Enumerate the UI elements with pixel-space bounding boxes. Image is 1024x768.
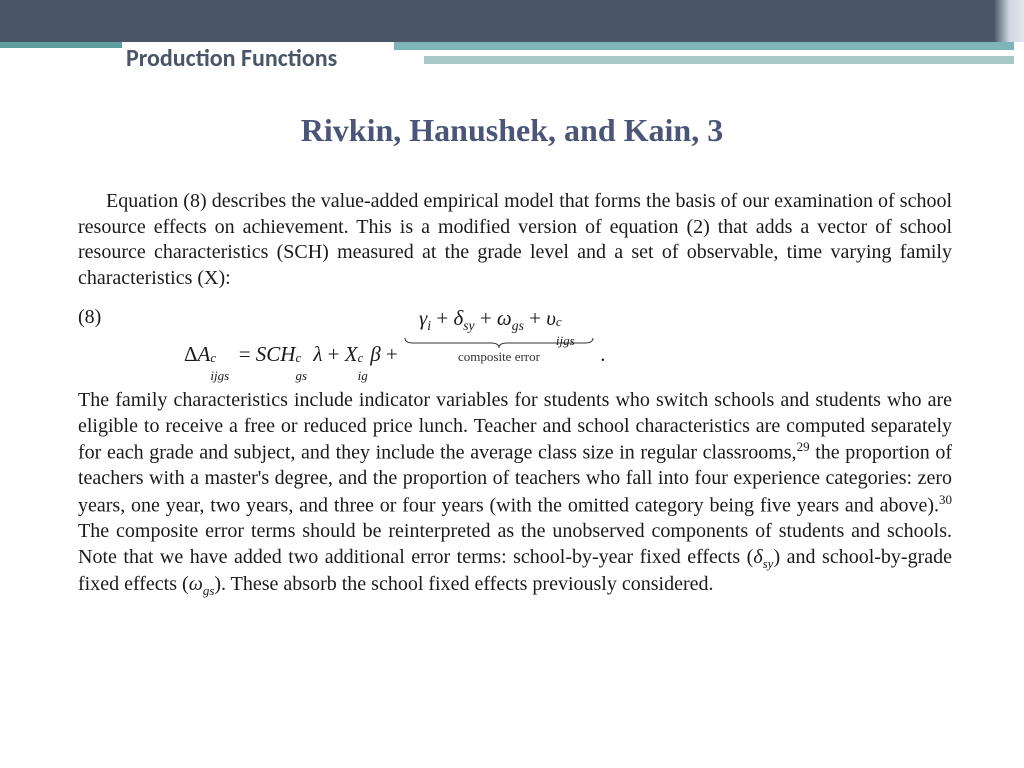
eq-term1-var: SCH: [256, 342, 296, 366]
eq-comp3-sub: gs: [512, 319, 524, 334]
accent-bar-right-upper: [394, 42, 1014, 50]
eq-comp4-sup: c: [556, 314, 562, 331]
inline-delta: δ: [753, 546, 762, 568]
equation-8: (8) ΔAcijgs = SCHcgs λ + Xcig β + γi + δ…: [78, 305, 952, 368]
inline-delta-sub: sy: [763, 556, 774, 571]
inline-omega: ω: [189, 573, 203, 595]
accent-bar-right-lower: [424, 56, 1014, 64]
eq-term2-sub: ig: [358, 368, 368, 385]
slide-title: Rivkin, Hanushek, and Kain, 3: [0, 112, 1024, 149]
eq-term1-sup: c: [295, 350, 301, 367]
section-label: Production Functions: [126, 44, 347, 73]
accent-bar-left: [0, 42, 122, 48]
eq-comp4-sub: ijgs: [556, 333, 575, 350]
eq-term1-coef: λ: [313, 342, 322, 366]
footnote-30: 30: [939, 492, 952, 507]
paragraph-body: The family characteristics include indic…: [78, 388, 952, 600]
equation-body: ΔAcijgs = SCHcgs λ + Xcig β + γi + δsy +…: [138, 305, 952, 368]
eq-comp3-sym: ω: [497, 306, 512, 330]
eq-term2-coef: β: [370, 342, 380, 366]
paragraph-intro: Equation (8) describes the value-added e…: [78, 189, 952, 291]
content-area: Equation (8) describes the value-added e…: [0, 189, 1024, 600]
equation-number: (8): [78, 305, 138, 331]
eq-comp2-sub: sy: [463, 319, 474, 334]
eq-comp1-sub: i: [427, 319, 431, 334]
underbrace-label: composite error: [403, 349, 595, 366]
eq-term2-sup: c: [358, 350, 364, 367]
eq-term1-sub: gs: [295, 368, 307, 385]
top-banner: [0, 0, 1024, 42]
paragraph-intro-text: Equation (8) describes the value-added e…: [78, 190, 952, 289]
para2-part-e: ). These absorb the school fixed effects…: [214, 573, 713, 595]
eq-lhs-var: A: [198, 342, 211, 366]
eq-term2-var: X: [345, 342, 358, 366]
inline-omega-sub: gs: [203, 583, 215, 598]
eq-comp4-sym: υ: [546, 306, 556, 330]
footnote-29: 29: [797, 439, 810, 454]
composite-error-group: γi + δsy + ωgs + υcijgs composite error: [403, 305, 595, 365]
eq-comp2-sym: δ: [453, 306, 463, 330]
eq-lhs-sup: c: [210, 350, 216, 367]
top-banner-gradient-edge: [994, 0, 1024, 42]
eq-lhs-sub: ijgs: [210, 368, 229, 385]
